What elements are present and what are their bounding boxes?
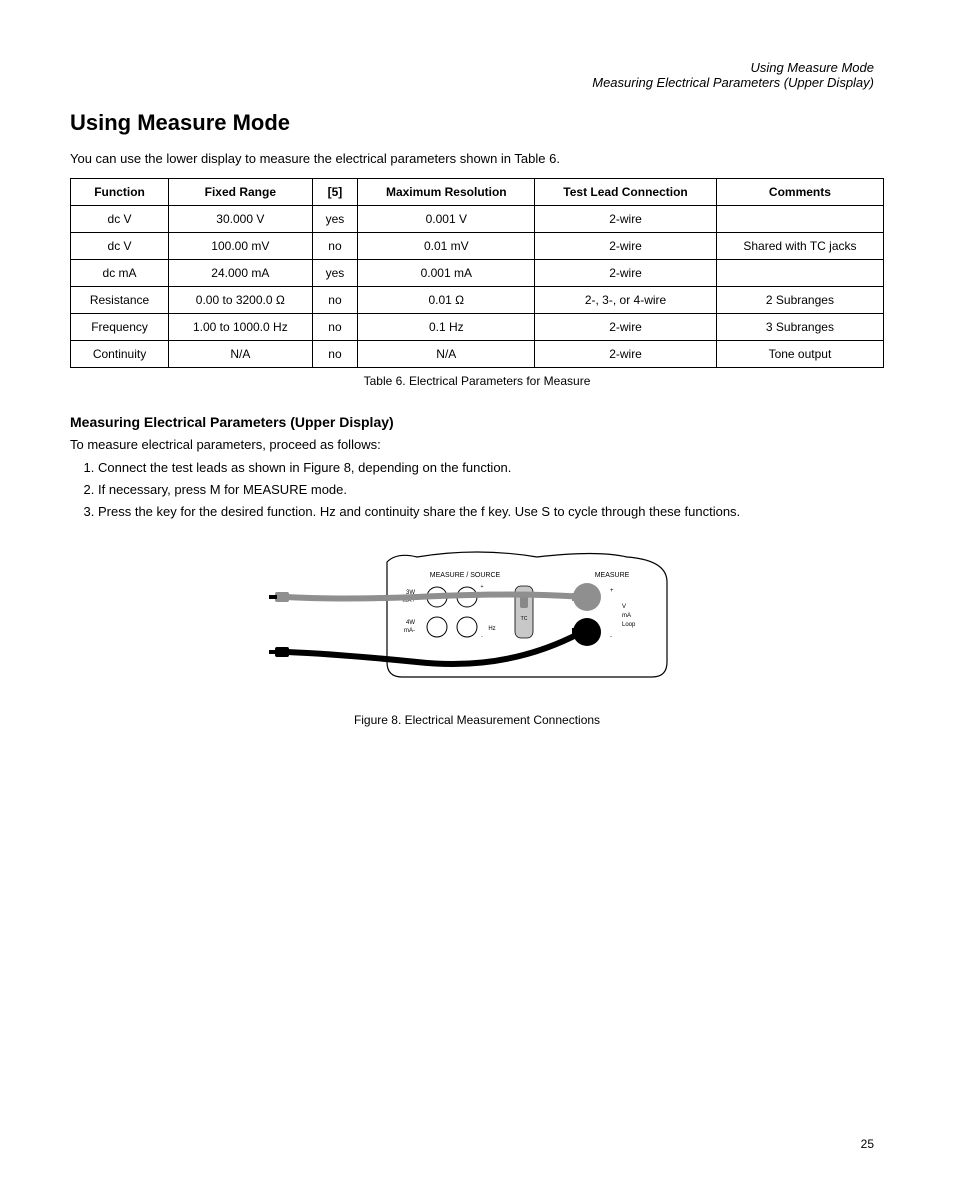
- cell: dc mA: [71, 259, 169, 286]
- figure-caption: Figure 8. Electrical Measurement Connect…: [70, 713, 884, 727]
- steps-list: Connect the test leads as shown in Figur…: [70, 459, 884, 522]
- jack-label: 4W: [406, 620, 415, 626]
- cell: no: [312, 313, 358, 340]
- cell: 30.000 V: [169, 205, 312, 232]
- connection-diagram: MEASURE / SOURCE MEASURE 3W mA+ 4W mA- V…: [267, 542, 687, 702]
- running-header: Using Measure Mode Measuring Electrical …: [592, 60, 874, 90]
- col-function: Function: [71, 178, 169, 205]
- cell: 2-wire: [535, 259, 717, 286]
- col-comments: Comments: [716, 178, 883, 205]
- cell: 2-wire: [535, 205, 717, 232]
- cell: no: [312, 340, 358, 367]
- negative-probe-tip: [275, 647, 289, 657]
- positive-probe-tip: [275, 592, 289, 602]
- plus-label-icon: +: [610, 588, 614, 594]
- table-row: dc V 30.000 V yes 0.001 V 2-wire: [71, 205, 884, 232]
- positive-probe-pin: [269, 595, 277, 599]
- running-header-line1: Using Measure Mode: [592, 60, 874, 75]
- cell: 2 Subranges: [716, 286, 883, 313]
- plus-small-icon: +: [481, 584, 484, 590]
- cell: 2-, 3-, or 4-wire: [535, 286, 717, 313]
- panel-label-left: MEASURE / SOURCE: [430, 572, 501, 579]
- step-item: Connect the test leads as shown in Figur…: [98, 459, 884, 477]
- cell: 0.00 to 3200.0 Ω: [169, 286, 312, 313]
- cell: Shared with TC jacks: [716, 232, 883, 259]
- cell: Resistance: [71, 286, 169, 313]
- cell: 0.001 V: [358, 205, 535, 232]
- cell: [716, 259, 883, 286]
- jack-right-label: V: [622, 604, 626, 610]
- minus-label-icon: -: [610, 634, 612, 640]
- table-row: Resistance 0.00 to 3200.0 Ω no 0.01 Ω 2-…: [71, 286, 884, 313]
- jack-mid-bottom: Hz: [488, 626, 495, 632]
- panel-label-right: MEASURE: [595, 572, 630, 579]
- cell: no: [312, 232, 358, 259]
- tc-label: TC: [521, 616, 528, 622]
- steps-intro: To measure electrical parameters, procee…: [70, 436, 884, 454]
- cell: dc V: [71, 232, 169, 259]
- cell: N/A: [358, 340, 535, 367]
- cell: Frequency: [71, 313, 169, 340]
- page-container: Using Measure Mode Measuring Electrical …: [0, 0, 954, 1185]
- cell: 2-wire: [535, 232, 717, 259]
- cell: yes: [312, 259, 358, 286]
- cell: [716, 205, 883, 232]
- jack-right-label: Loop: [622, 622, 636, 628]
- col-range: Fixed Range: [169, 178, 312, 205]
- figure-wrap: MEASURE / SOURCE MEASURE 3W mA+ 4W mA- V…: [70, 542, 884, 707]
- cell: 2-wire: [535, 340, 717, 367]
- cell: 0.001 mA: [358, 259, 535, 286]
- cell: 1.00 to 1000.0 Hz: [169, 313, 312, 340]
- cell: Continuity: [71, 340, 169, 367]
- cell: dc V: [71, 205, 169, 232]
- table-row: Continuity N/A no N/A 2-wire Tone output: [71, 340, 884, 367]
- step-item: If necessary, press M for MEASURE mode.: [98, 481, 884, 499]
- jack-label: mA-: [404, 628, 415, 634]
- col-connection: Test Lead Connection: [535, 178, 717, 205]
- cell: 0.01 mV: [358, 232, 535, 259]
- running-header-line2: Measuring Electrical Parameters (Upper D…: [592, 75, 874, 90]
- section-title: Using Measure Mode: [70, 110, 884, 136]
- cell: N/A: [169, 340, 312, 367]
- page-number: 25: [861, 1137, 874, 1151]
- jack-right-label: mA: [622, 613, 631, 619]
- negative-probe-pin: [269, 650, 277, 654]
- subheading: Measuring Electrical Parameters (Upper D…: [70, 414, 884, 430]
- cell: 0.01 Ω: [358, 286, 535, 313]
- table-caption: Table 6. Electrical Parameters for Measu…: [70, 374, 884, 388]
- cell: 24.000 mA: [169, 259, 312, 286]
- step-item: Press the key for the desired function. …: [98, 503, 884, 521]
- section-intro: You can use the lower display to measure…: [70, 150, 884, 168]
- col-key: [5]: [312, 178, 358, 205]
- cell: yes: [312, 205, 358, 232]
- cell: 3 Subranges: [716, 313, 883, 340]
- parameters-table: Function Fixed Range [5] Maximum Resolut…: [70, 178, 884, 368]
- col-resolution: Maximum Resolution: [358, 178, 535, 205]
- cell: 0.1 Hz: [358, 313, 535, 340]
- cell: 100.00 mV: [169, 232, 312, 259]
- cell: no: [312, 286, 358, 313]
- table-row: Frequency 1.00 to 1000.0 Hz no 0.1 Hz 2-…: [71, 313, 884, 340]
- cell: 2-wire: [535, 313, 717, 340]
- table-header-row: Function Fixed Range [5] Maximum Resolut…: [71, 178, 884, 205]
- table-row: dc V 100.00 mV no 0.01 mV 2-wire Shared …: [71, 232, 884, 259]
- table-row: dc mA 24.000 mA yes 0.001 mA 2-wire: [71, 259, 884, 286]
- cell: Tone output: [716, 340, 883, 367]
